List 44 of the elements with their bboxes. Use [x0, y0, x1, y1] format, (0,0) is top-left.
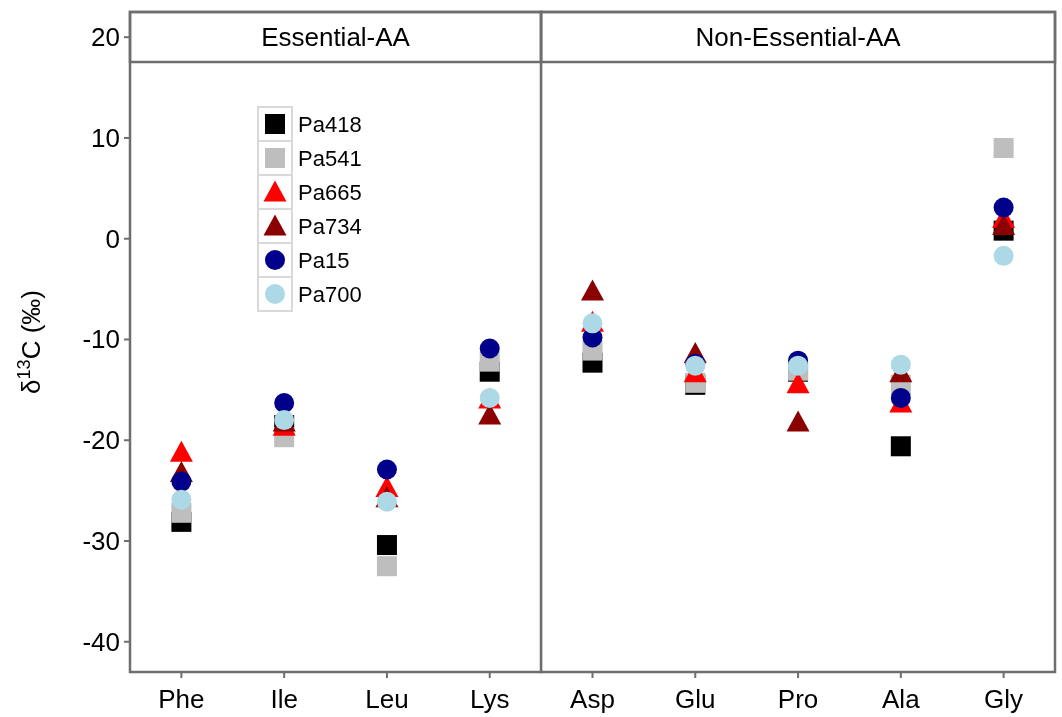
- x-tick-label: Pro: [777, 684, 819, 714]
- x-tick-label: Ile: [270, 684, 298, 714]
- x-tick-label: Glu: [675, 684, 716, 714]
- chart-title: Non-Essential-AA: [695, 22, 902, 52]
- point: [376, 535, 397, 556]
- x-tick-label: Leu: [365, 684, 409, 714]
- legend-label: Pa418: [298, 112, 362, 137]
- point: [890, 354, 911, 375]
- point: [993, 138, 1014, 159]
- y-tick-label: 20: [91, 22, 120, 53]
- legend-label: Pa541: [298, 146, 362, 171]
- legend-label: Pa700: [298, 282, 362, 307]
- y-tick-label: 0: [105, 223, 120, 254]
- y-tick-label: -10: [82, 324, 120, 355]
- point: [169, 440, 193, 462]
- point: [376, 556, 397, 577]
- legend-label: Pa665: [298, 180, 362, 205]
- y-tick-label: 10: [91, 122, 120, 153]
- chart-title: Essential-AA: [261, 22, 411, 52]
- y-tick-label: -40: [82, 626, 120, 657]
- x-tick-label: Phe: [158, 684, 205, 714]
- x-tick-label: Gly: [984, 684, 1024, 714]
- point: [274, 392, 295, 413]
- legend-label: Pa15: [298, 248, 350, 273]
- point: [786, 372, 810, 394]
- point: [376, 491, 397, 512]
- y-tick-label: -20: [82, 425, 120, 456]
- point: [992, 214, 1016, 236]
- point: [993, 197, 1014, 218]
- x-tick-label: Asp: [570, 684, 615, 714]
- point: [788, 355, 809, 376]
- legend-label: Pa734: [298, 214, 362, 239]
- point: [890, 387, 911, 408]
- point: [581, 279, 604, 301]
- x-tick-label: Ala: [882, 684, 921, 714]
- x-tick-label: Lys: [469, 684, 510, 714]
- point: [993, 245, 1014, 266]
- point: [786, 410, 810, 432]
- point: [171, 471, 192, 492]
- point: [376, 459, 397, 480]
- point: [890, 436, 911, 457]
- point: [171, 489, 192, 510]
- y-tick-label: -30: [82, 526, 120, 557]
- point: [479, 338, 500, 359]
